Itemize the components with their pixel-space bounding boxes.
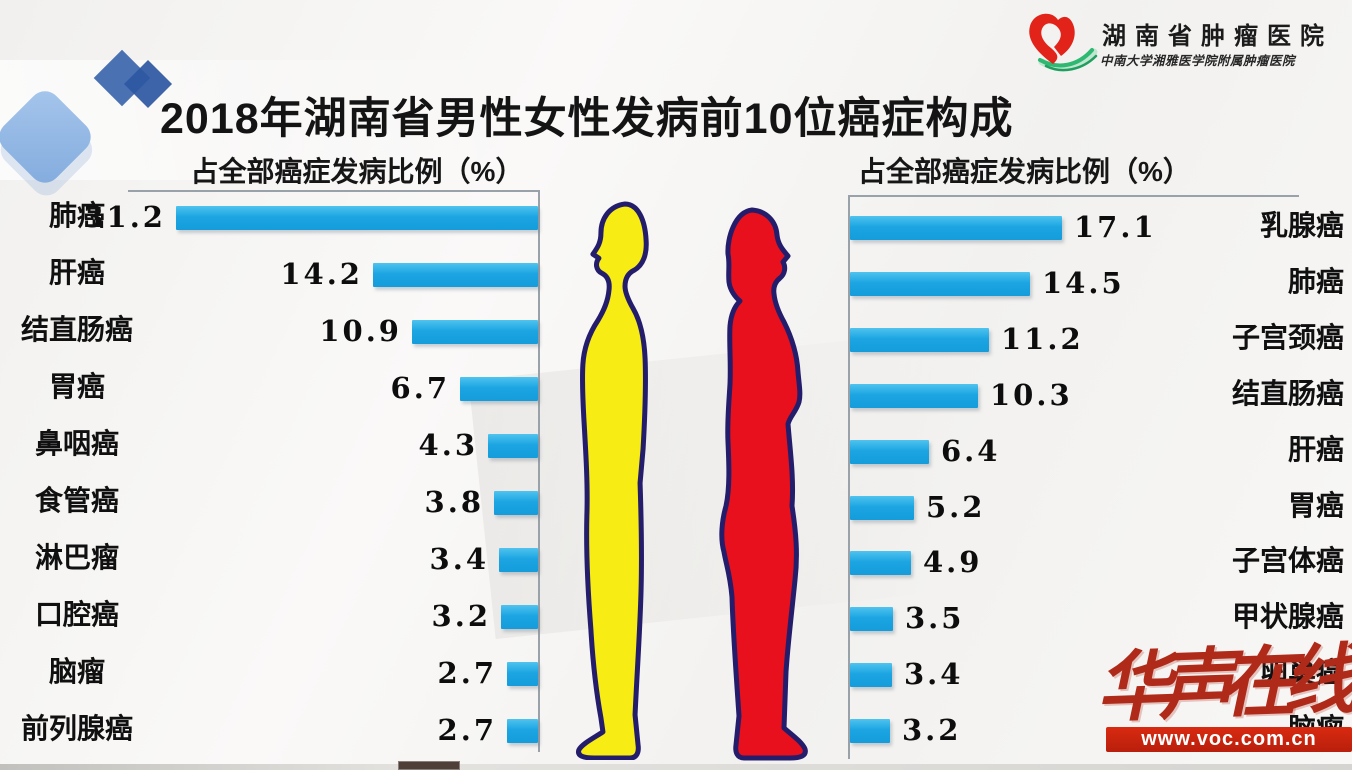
bar-value: 6.4 xyxy=(941,433,1001,468)
bar-value: 3.8 xyxy=(424,485,484,519)
bar-value: 3.5 xyxy=(905,601,965,636)
hospital-name: 湖南省肿瘤医院 xyxy=(1102,24,1333,50)
bar-肺癌 xyxy=(850,271,1030,296)
male-figure-shape xyxy=(576,201,649,761)
bar-前列腺癌 xyxy=(507,719,538,743)
bar-鼻咽癌 xyxy=(488,434,538,458)
category-label: 胃癌 xyxy=(1287,489,1344,521)
category-label: 胃癌 xyxy=(48,371,105,402)
decor-diamond-large xyxy=(0,84,98,190)
category-label: 肺癌 xyxy=(1287,265,1344,297)
bar-value: 6.7 xyxy=(390,371,450,405)
bar-value: 17.1 xyxy=(1074,210,1157,244)
bar-value: 4.9 xyxy=(923,545,983,580)
category-label: 乳腺癌 xyxy=(1259,210,1344,241)
bar-value: 3.2 xyxy=(431,599,491,633)
bar-乳腺癌 xyxy=(850,216,1062,240)
bar-value: 5.2 xyxy=(926,489,986,524)
bar-口腔癌 xyxy=(501,605,538,629)
hospital-logo: 湖南省肿瘤医院 中南大学湘雅医学院附属肿瘤医院 xyxy=(1016,6,1352,74)
bar-value: 10.9 xyxy=(319,314,402,348)
female-figure-shape xyxy=(719,207,808,761)
category-label: 肺癌 xyxy=(48,200,105,231)
category-label: 子宫体癌 xyxy=(1231,545,1344,577)
category-label: 口腔癌 xyxy=(34,599,119,630)
bar-肺癌 xyxy=(176,206,538,230)
bar-value: 14.5 xyxy=(1042,265,1125,300)
bar-value: 2.7 xyxy=(437,656,497,690)
female-bar-chart: 17.1 14.5 11.2 10.3 6.4 5.2 4.9 3.5 3.4 3.2 xyxy=(848,195,1299,759)
bar-value: 31.2 xyxy=(83,200,166,234)
bar-甲状腺癌 xyxy=(850,607,893,632)
bar-子宫颈癌 xyxy=(850,327,989,352)
category-label: 淋巴瘤 xyxy=(34,542,119,573)
category-label: 肝癌 xyxy=(1287,433,1344,465)
bar-结直肠癌 xyxy=(850,383,978,408)
male-axis-title: 占全部癌症发病比例（%） xyxy=(190,156,524,187)
watermark-brand: 华声在线 xyxy=(1094,634,1346,733)
page-title: 2018年湖南省男性女性发病前10位癌症构成 xyxy=(160,95,1014,143)
watermark-url: www.voc.com.cn xyxy=(1106,727,1352,752)
category-label: 子宫颈癌 xyxy=(1231,321,1344,353)
bar-食管癌 xyxy=(494,491,538,515)
category-label: 脑瘤 xyxy=(48,656,105,687)
bar-脑瘤 xyxy=(850,719,890,744)
bar-value: 3.2 xyxy=(902,713,962,748)
bar-value: 14.2 xyxy=(280,257,363,291)
bar-value: 3.4 xyxy=(904,657,964,692)
male-bar-chart: 31.2 14.2 10.9 6.7 4.3 3.8 3.4 3.2 2.7 2.7 xyxy=(83,190,540,752)
bar-脑瘤 xyxy=(507,662,538,686)
category-label: 前列腺癌 xyxy=(20,713,133,744)
bar-胃癌 xyxy=(460,377,538,401)
bar-胃癌 xyxy=(850,495,914,520)
bottom-edge-strip xyxy=(0,764,1352,770)
category-label: 卵巢癌 xyxy=(1259,657,1344,689)
category-label: 肝癌 xyxy=(48,257,105,288)
category-label: 食管癌 xyxy=(34,485,119,516)
bar-肝癌 xyxy=(850,439,929,464)
bar-value: 10.3 xyxy=(990,377,1073,412)
male-silhouette xyxy=(570,198,672,765)
bar-淋巴瘤 xyxy=(499,548,538,572)
bottom-edge-chip xyxy=(398,761,460,770)
bar-value: 4.3 xyxy=(418,428,478,462)
bar-value: 2.7 xyxy=(437,713,497,747)
bar-value: 11.2 xyxy=(1001,321,1084,356)
hospital-affiliation: 中南大学湘雅医学院附属肿瘤医院 xyxy=(1100,54,1296,68)
bar-子宫体癌 xyxy=(850,551,911,576)
bar-结直肠癌 xyxy=(412,320,538,344)
female-silhouette xyxy=(700,202,814,767)
female-axis-title: 占全部癌症发病比例（%） xyxy=(858,156,1191,187)
category-label: 结直肠癌 xyxy=(20,314,133,345)
category-label: 甲状腺癌 xyxy=(1231,601,1344,633)
bar-卵巢癌 xyxy=(850,663,892,688)
bar-肝癌 xyxy=(373,263,538,287)
category-label: 结直肠癌 xyxy=(1231,377,1344,409)
heart-ribbon-icon xyxy=(1029,13,1098,72)
category-label: 鼻咽癌 xyxy=(34,428,119,459)
bar-value: 3.4 xyxy=(429,542,489,576)
